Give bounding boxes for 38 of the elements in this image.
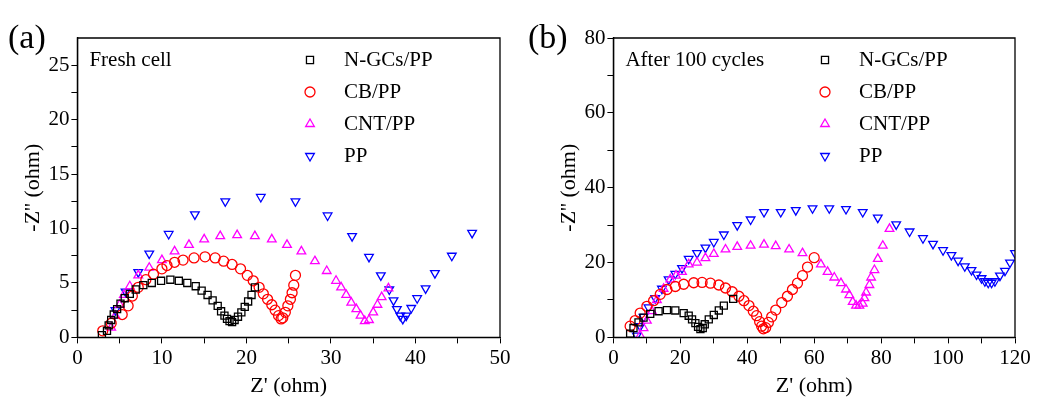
y-axis-title: -Z'' (ohm) — [554, 143, 580, 232]
chart-title: (b) — [528, 18, 568, 56]
legend-label: N-GCs/PP — [859, 46, 948, 71]
x-tick-label: 40 — [736, 344, 758, 369]
y-tick-label: 0 — [58, 323, 70, 348]
legend-label: CNT/PP — [859, 110, 931, 135]
x-tick-label: 80 — [870, 344, 892, 369]
y-tick-label: 40 — [584, 174, 606, 199]
y-tick-label: 60 — [584, 99, 606, 124]
annotation: Fresh cell — [89, 46, 172, 71]
x-tick-label: 10 — [151, 344, 173, 369]
y-tick-label: 0 — [594, 323, 606, 348]
y-tick-label: 20 — [48, 106, 70, 131]
y-tick-label: 10 — [48, 215, 70, 240]
x-axis-title: Z' (ohm) — [250, 371, 328, 397]
legend-label: CNT/PP — [344, 110, 416, 135]
y-tick-label: 80 — [584, 24, 606, 49]
y-axis-title: -Z'' (ohm) — [18, 143, 44, 232]
x-tick-label: 100 — [932, 344, 964, 369]
chart-title: (a) — [8, 18, 46, 56]
legend-label: CB/PP — [344, 78, 402, 103]
x-tick-label: 60 — [803, 344, 825, 369]
x-tick-label: 50 — [489, 344, 511, 369]
legend-label: N-GCs/PP — [344, 46, 433, 71]
x-tick-label: 20 — [235, 344, 257, 369]
x-tick-label: 30 — [320, 344, 342, 369]
x-tick-label: 40 — [404, 344, 426, 369]
y-tick-label: 5 — [58, 269, 70, 294]
legend-label: CB/PP — [859, 78, 917, 103]
x-tick-label: 120 — [999, 344, 1031, 369]
y-tick-label: 25 — [48, 51, 70, 76]
x-tick-label: 20 — [669, 344, 691, 369]
annotation: After 100 cycles — [625, 46, 765, 71]
legend-label: PP — [859, 142, 883, 167]
x-axis-title: Z' (ohm) — [775, 371, 853, 397]
y-tick-label: 20 — [584, 249, 606, 274]
legend-label: PP — [344, 142, 368, 167]
y-tick-label: 15 — [48, 160, 70, 185]
